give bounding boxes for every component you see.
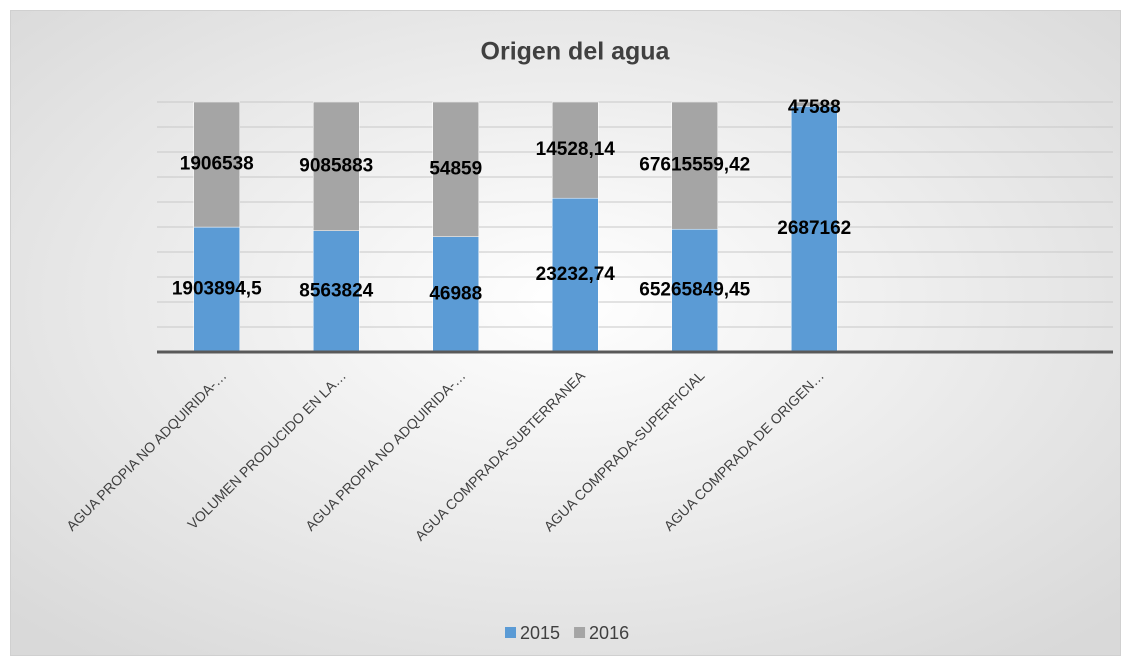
data-label: 1906538: [180, 154, 254, 175]
bar-segment: [552, 101, 599, 199]
data-label: 2687162: [777, 218, 851, 239]
bar-segment: [432, 236, 479, 353]
data-label: 46988: [429, 283, 482, 304]
bar-segment: [671, 228, 718, 353]
bar-segment: [313, 101, 360, 231]
legend-label: 2016: [589, 623, 629, 643]
chart-title: Origen del agua: [481, 38, 671, 66]
data-label: 54859: [429, 158, 482, 179]
data-label: 47588: [788, 97, 841, 118]
bar-segment: [671, 101, 718, 230]
data-label: 14528,14: [536, 139, 616, 160]
data-label: 23232,74: [536, 264, 616, 285]
bar-segment: [193, 101, 240, 228]
bar-segment: [791, 101, 838, 107]
legend-swatch: [505, 627, 516, 638]
bar-segment: [791, 106, 838, 353]
bar-segment: [313, 230, 360, 353]
data-label: 67615559,42: [639, 155, 750, 176]
bar-segment: [193, 226, 240, 353]
bar-segment: [432, 101, 479, 237]
bar-segment: [552, 197, 599, 353]
data-label: 8563824: [299, 280, 373, 301]
legend-label: 2015: [520, 623, 560, 643]
data-label: 65265849,45: [639, 280, 750, 301]
data-label: 9085883: [299, 155, 373, 176]
legend-swatch: [574, 627, 586, 638]
data-label: 1903894,5: [172, 279, 262, 300]
